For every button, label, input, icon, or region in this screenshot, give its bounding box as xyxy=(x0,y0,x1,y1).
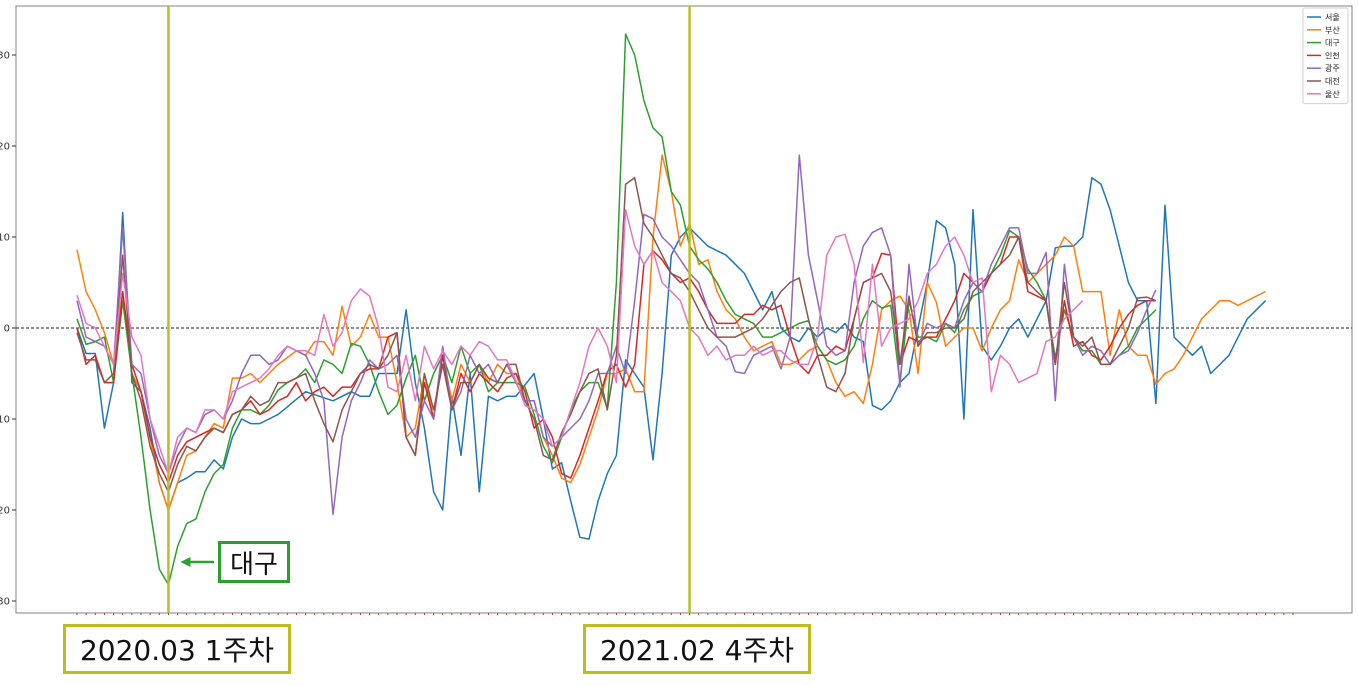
y-tick-label: 10 xyxy=(0,233,10,244)
legend-label: 울산 xyxy=(1325,89,1340,99)
y-axis: 30 20 10 0 10 20 30 xyxy=(0,51,16,608)
y-tick-label: 10 xyxy=(0,415,10,426)
date-callout-2020-03-week1: 2020.03 1주차 xyxy=(63,624,291,674)
legend-box xyxy=(1302,7,1349,105)
annotation-arrow-head xyxy=(180,557,191,567)
event-lines xyxy=(167,6,691,613)
legend-label: 인천 xyxy=(1325,50,1340,60)
series-line-대전 xyxy=(76,177,1157,493)
y-tick-label: 20 xyxy=(0,506,10,517)
legend-label: 광주 xyxy=(1325,63,1340,73)
y-tick-label: 30 xyxy=(0,597,10,608)
series-lines xyxy=(76,33,1267,586)
daegu-callout: 대구 xyxy=(218,541,290,583)
y-tick-label: 0 xyxy=(4,324,10,335)
y-tick-label: 30 xyxy=(0,51,10,62)
x-axis-ticks xyxy=(76,613,1294,615)
series-line-울산 xyxy=(76,208,1084,475)
annotation-arrow xyxy=(180,557,214,567)
date-callout-2021-02-week4: 2021.02 4주차 xyxy=(583,624,811,674)
legend-label: 부산 xyxy=(1325,25,1340,35)
legend-label: 대구 xyxy=(1325,39,1340,48)
legend-label: 서울 xyxy=(1325,13,1340,22)
y-tick-label: 20 xyxy=(0,142,10,153)
series-line-대구 xyxy=(76,33,1157,586)
legend-label: 대전 xyxy=(1325,76,1340,86)
series-line-서울 xyxy=(76,177,1267,540)
